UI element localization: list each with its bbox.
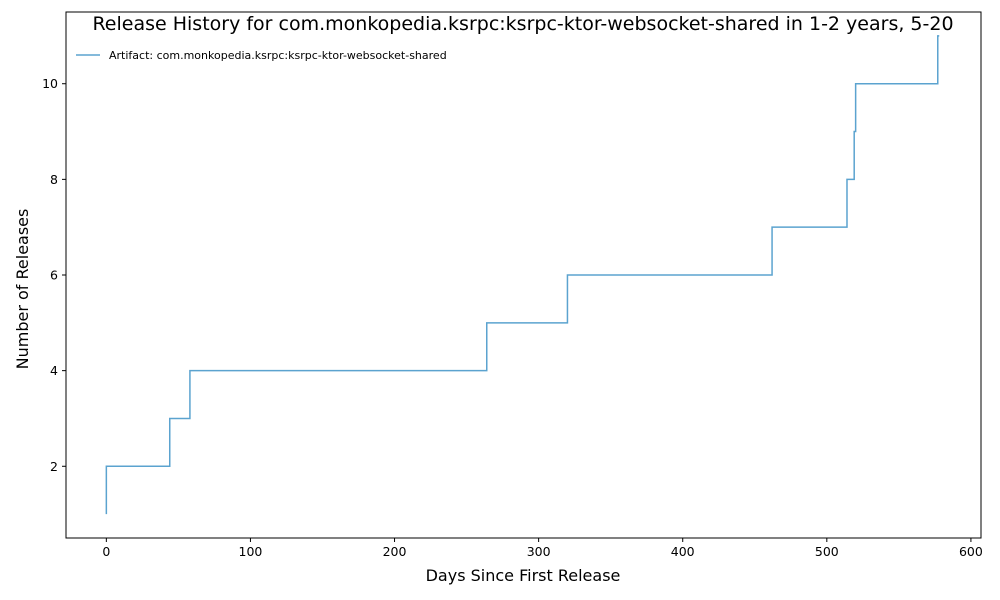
- y-tick-label: 8: [50, 172, 58, 187]
- x-axis-label: Days Since First Release: [426, 566, 621, 585]
- x-tick-label: 300: [527, 544, 551, 559]
- y-axis-ticks: 2 4 6 8 10: [42, 76, 66, 474]
- x-tick-label: 200: [383, 544, 407, 559]
- y-tick-label: 6: [50, 268, 58, 283]
- series-line: [105, 35, 940, 515]
- x-tick-label: 400: [671, 544, 695, 559]
- plot-frame: [65, 11, 982, 539]
- x-tick-label: 600: [959, 544, 983, 559]
- legend-label: Artifact: com.monkopedia.ksrpc:ksrpc-kto…: [109, 49, 447, 62]
- chart-title: Release History for com.monkopedia.ksrpc…: [92, 13, 953, 35]
- x-axis-ticks: 0 100 200 300 400 500 600: [102, 538, 983, 559]
- y-tick-label: 4: [50, 363, 58, 378]
- y-tick-label: 2: [50, 459, 58, 474]
- y-axis-label: Number of Releases: [13, 209, 32, 370]
- x-tick-label: 0: [102, 544, 110, 559]
- x-tick-label: 500: [815, 544, 839, 559]
- y-tick-label: 10: [42, 76, 58, 91]
- x-tick-label: 100: [239, 544, 263, 559]
- legend: Artifact: com.monkopedia.ksrpc:ksrpc-kto…: [76, 49, 447, 62]
